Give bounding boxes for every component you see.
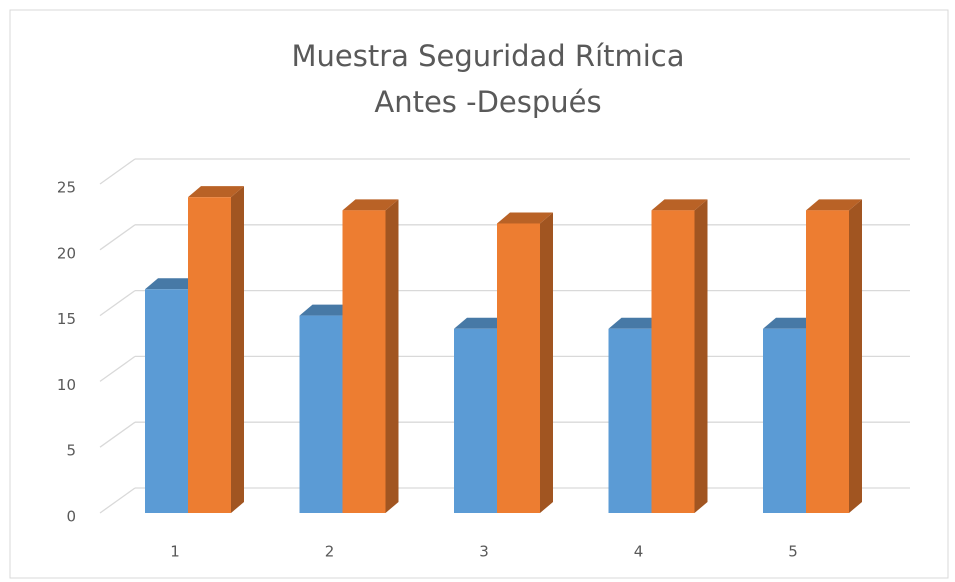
x-tick-label: 1 <box>170 543 180 561</box>
grid-line <box>99 355 136 382</box>
y-tick-label: 25 <box>57 179 76 197</box>
x-tick-label: 2 <box>325 543 335 561</box>
bar <box>342 210 386 513</box>
bar <box>806 210 849 513</box>
bar-top <box>608 317 665 329</box>
bar <box>651 210 695 513</box>
bar <box>497 223 540 514</box>
y-tick-label: 15 <box>57 310 76 328</box>
chart-title: Muestra Seguridad Rítmica <box>291 39 684 73</box>
chart-title: Antes -Después <box>374 85 601 119</box>
bar-side <box>385 199 399 513</box>
bar-side <box>540 212 553 514</box>
y-tick-label: 5 <box>66 442 76 460</box>
bar-top <box>145 278 201 290</box>
bar-side <box>231 186 244 513</box>
bar-top <box>806 199 862 211</box>
bar-top <box>299 304 356 316</box>
bar <box>145 289 188 513</box>
bar <box>763 328 806 513</box>
y-tick-label: 20 <box>57 244 76 262</box>
y-tick-label: 10 <box>57 376 76 394</box>
bar <box>299 315 343 513</box>
x-tick-label: 4 <box>634 543 644 561</box>
bar-top <box>454 317 510 329</box>
grid-line <box>99 290 136 317</box>
bar <box>454 328 497 513</box>
bar-top <box>651 199 708 211</box>
grid-line <box>99 158 136 185</box>
bar-top <box>497 212 553 224</box>
grid-line <box>99 224 136 251</box>
bar-top <box>763 317 819 329</box>
bar-top <box>188 186 244 198</box>
bar <box>608 328 652 513</box>
x-tick-label: 3 <box>479 543 489 561</box>
x-tick-label: 5 <box>788 543 798 561</box>
bar <box>188 197 231 513</box>
grid-line <box>99 421 136 448</box>
grid-line <box>99 487 136 514</box>
bar-side <box>694 199 708 513</box>
bar-top <box>342 199 399 211</box>
bar-side <box>849 199 862 513</box>
y-tick-label: 0 <box>66 508 76 526</box>
